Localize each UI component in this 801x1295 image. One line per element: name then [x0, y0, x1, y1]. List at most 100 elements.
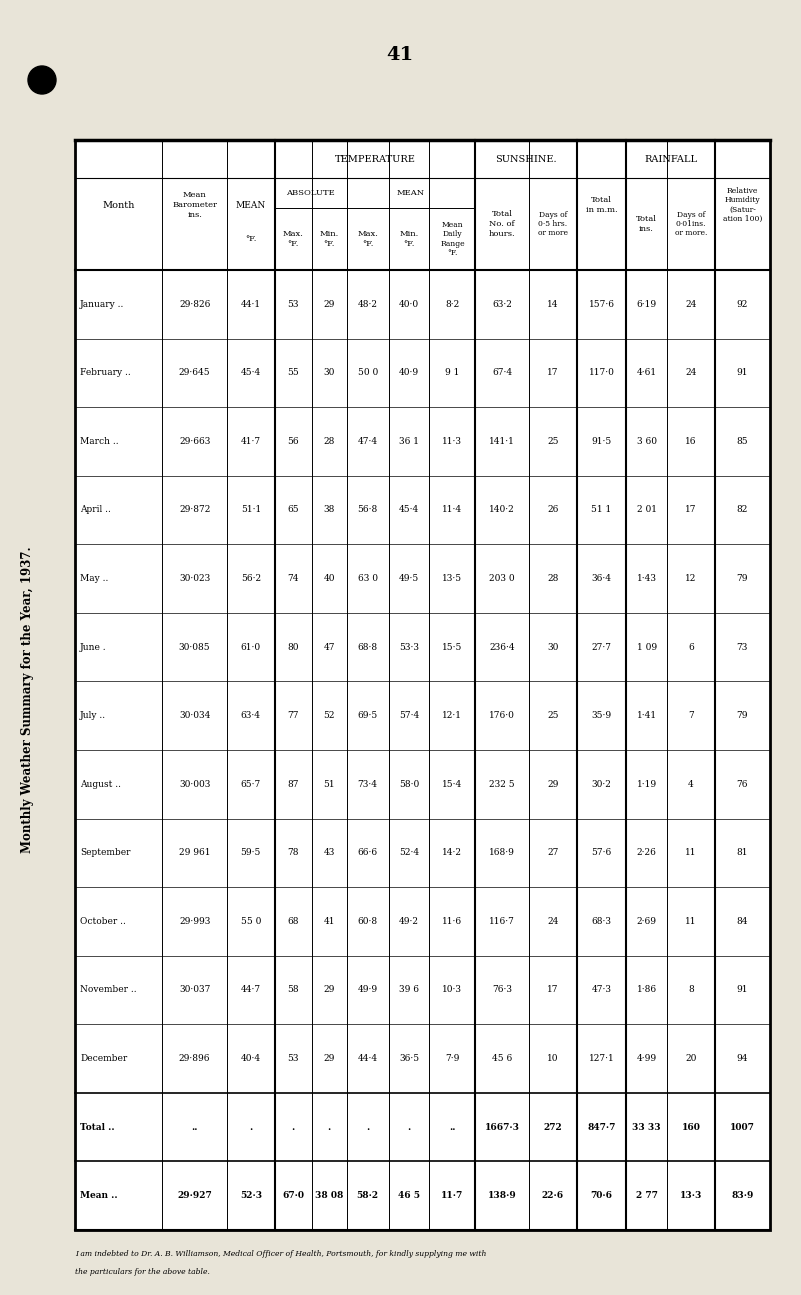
Text: 30·2: 30·2 — [592, 780, 611, 789]
Text: TEMPERATURE: TEMPERATURE — [335, 154, 416, 163]
Text: 60·8: 60·8 — [358, 917, 378, 926]
Text: 76: 76 — [737, 780, 748, 789]
Text: 3 60: 3 60 — [637, 436, 657, 445]
Text: October ..: October .. — [80, 917, 126, 926]
Text: 29: 29 — [324, 985, 335, 995]
Text: 91: 91 — [737, 368, 748, 377]
Text: 203 0: 203 0 — [489, 574, 515, 583]
Text: 29·927: 29·927 — [177, 1191, 212, 1200]
Text: 40: 40 — [324, 574, 335, 583]
Text: 59·5: 59·5 — [240, 848, 261, 857]
Text: 28: 28 — [324, 436, 335, 445]
Text: 29·896: 29·896 — [179, 1054, 211, 1063]
Text: 9 1: 9 1 — [445, 368, 460, 377]
Text: 2 01: 2 01 — [637, 505, 657, 514]
Text: 46 5: 46 5 — [398, 1191, 421, 1200]
Text: 30·003: 30·003 — [179, 780, 211, 789]
Text: Total
No. of
hours.: Total No. of hours. — [489, 210, 515, 238]
Text: 8·2: 8·2 — [445, 299, 460, 308]
Text: 91·5: 91·5 — [591, 436, 612, 445]
Text: 87: 87 — [288, 780, 299, 789]
Text: 53: 53 — [288, 299, 299, 308]
Text: 49·9: 49·9 — [358, 985, 378, 995]
Text: 7·9: 7·9 — [445, 1054, 460, 1063]
Text: 11·3: 11·3 — [442, 436, 462, 445]
Text: August ..: August .. — [80, 780, 121, 789]
Text: 14: 14 — [547, 299, 558, 308]
Text: 15·5: 15·5 — [442, 642, 463, 651]
Text: 78: 78 — [288, 848, 299, 857]
Text: 168·9: 168·9 — [489, 848, 515, 857]
Text: 69·5: 69·5 — [357, 711, 378, 720]
Text: 22·6: 22·6 — [541, 1191, 564, 1200]
Text: 29·645: 29·645 — [179, 368, 211, 377]
Text: 81: 81 — [737, 848, 748, 857]
Text: 15·4: 15·4 — [442, 780, 462, 789]
Text: 29·993: 29·993 — [179, 917, 211, 926]
Text: 36·4: 36·4 — [592, 574, 611, 583]
Text: 40·0: 40·0 — [399, 299, 419, 308]
Text: Max.
°F.: Max. °F. — [283, 231, 304, 247]
Text: 50 0: 50 0 — [357, 368, 378, 377]
Text: 73: 73 — [737, 642, 748, 651]
Text: 41: 41 — [386, 47, 413, 63]
Text: 10: 10 — [547, 1054, 558, 1063]
Text: MEAN: MEAN — [235, 201, 266, 210]
Text: 33 33: 33 33 — [632, 1123, 661, 1132]
Text: 51 1: 51 1 — [591, 505, 612, 514]
Text: 36 1: 36 1 — [399, 436, 419, 445]
Text: .: . — [249, 1123, 252, 1132]
Text: 51: 51 — [324, 780, 335, 789]
Text: 45 6: 45 6 — [492, 1054, 513, 1063]
Text: 176·0: 176·0 — [489, 711, 515, 720]
Text: ABSOLUTE: ABSOLUTE — [286, 189, 335, 197]
Text: 80: 80 — [288, 642, 299, 651]
Text: Days of
0·5 hrs.
or more: Days of 0·5 hrs. or more — [537, 211, 568, 237]
Text: 63·2: 63·2 — [492, 299, 512, 308]
Text: 29·663: 29·663 — [179, 436, 211, 445]
Text: 76·3: 76·3 — [492, 985, 512, 995]
Text: Min.
°F.: Min. °F. — [400, 231, 419, 247]
Text: 57·4: 57·4 — [399, 711, 419, 720]
Text: December: December — [80, 1054, 127, 1063]
Text: 27: 27 — [547, 848, 558, 857]
Text: Total
ins.: Total ins. — [636, 215, 657, 233]
Text: 47·3: 47·3 — [592, 985, 611, 995]
Text: 17: 17 — [685, 505, 697, 514]
Text: 140·2: 140·2 — [489, 505, 515, 514]
Text: 11: 11 — [685, 917, 697, 926]
Text: 51·1: 51·1 — [240, 505, 261, 514]
Text: ..: .. — [191, 1123, 198, 1132]
Text: 4·99: 4·99 — [637, 1054, 657, 1063]
Text: 17: 17 — [547, 368, 558, 377]
Text: 1·19: 1·19 — [637, 780, 657, 789]
Text: 26: 26 — [547, 505, 558, 514]
Text: Total
in m.m.: Total in m.m. — [586, 196, 618, 214]
Text: 38: 38 — [324, 505, 335, 514]
Text: 1007: 1007 — [730, 1123, 755, 1132]
Text: 127·1: 127·1 — [589, 1054, 614, 1063]
Text: 40·4: 40·4 — [241, 1054, 261, 1063]
Text: 29·826: 29·826 — [179, 299, 211, 308]
Text: °F.: °F. — [245, 234, 256, 243]
Text: 117·0: 117·0 — [589, 368, 614, 377]
Text: 138·9: 138·9 — [488, 1191, 517, 1200]
Text: 43: 43 — [324, 848, 335, 857]
Text: 45·4: 45·4 — [240, 368, 261, 377]
Text: November ..: November .. — [80, 985, 137, 995]
Text: June .: June . — [80, 642, 107, 651]
Text: 65·7: 65·7 — [240, 780, 261, 789]
Text: 48·2: 48·2 — [358, 299, 378, 308]
Text: 85: 85 — [737, 436, 748, 445]
Text: 84: 84 — [737, 917, 748, 926]
Text: 44·1: 44·1 — [241, 299, 261, 308]
Text: 63 0: 63 0 — [358, 574, 378, 583]
Text: 68·8: 68·8 — [358, 642, 378, 651]
Text: 35·9: 35·9 — [591, 711, 612, 720]
Text: March ..: March .. — [80, 436, 119, 445]
Text: 30·034: 30·034 — [179, 711, 211, 720]
Text: Monthly Weather Summary for the Year, 1937.: Monthly Weather Summary for the Year, 19… — [22, 546, 34, 853]
Text: 4: 4 — [688, 780, 694, 789]
Text: 94: 94 — [737, 1054, 748, 1063]
Text: 39 6: 39 6 — [399, 985, 419, 995]
